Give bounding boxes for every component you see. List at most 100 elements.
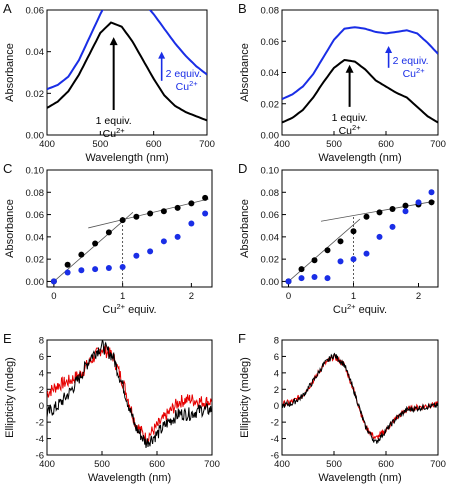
- y-tick-label: -4: [36, 434, 44, 445]
- up-arrow-head: [109, 37, 118, 46]
- axes-frame: [46, 169, 213, 288]
- annotation-1equiv-line1: 1 equiv.: [96, 115, 132, 127]
- y-tick-label: 2: [39, 385, 44, 396]
- panel-a: 400 500 600 700 0.00 0.02 0.04 0.06 Wavelength (…: [3, 1, 215, 164]
- y-tick-label: 0.10: [26, 166, 45, 177]
- y-tick-label: 0.06: [261, 210, 280, 221]
- data-point: [174, 233, 181, 240]
- y-tick-label: 8: [274, 336, 279, 347]
- data-point: [202, 194, 209, 201]
- data-point: [147, 248, 154, 255]
- y-axis-label: Absorbance: [4, 43, 16, 102]
- data-point: [119, 263, 126, 270]
- y-tick-label: 0.00: [261, 277, 280, 288]
- x-tick-label: 400: [274, 459, 290, 470]
- data-point: [133, 213, 140, 220]
- data-point: [285, 278, 292, 285]
- y-tick-label: 0.06: [26, 210, 45, 221]
- annotation-1equiv-line1: 1 equiv.: [332, 112, 368, 124]
- y-tick-label: 0.02: [261, 99, 280, 110]
- y-tick-label: 0.02: [261, 255, 280, 266]
- y-axis-label: Ellipticity (mdeg): [239, 357, 251, 438]
- y-tick-label: 6: [39, 352, 44, 363]
- x-tick-label: 600: [146, 139, 162, 150]
- y-axis-label: Absorbance: [239, 199, 251, 258]
- y-axis-label: Ellipticity (mdeg): [4, 357, 16, 438]
- series-line-2: [47, 21, 207, 122]
- axes-frame: [281, 169, 439, 288]
- panel-b: 400 500 600 700 0.00 0.02 0.04 0.06 0.08 Waveleng…: [238, 1, 446, 164]
- annotation-2equiv-line2: Cu2+: [403, 66, 426, 80]
- data-point: [50, 278, 57, 285]
- annotation-2equiv-line1: 2 equiv.: [166, 68, 202, 80]
- x-tick-label: 1: [120, 291, 125, 302]
- data-point: [324, 247, 331, 254]
- panel-f: 400 500 600 700 -6 -4 -2 0 2 4 6 8 Wavelength (nm) El…: [238, 331, 446, 484]
- axes-frame: [46, 339, 213, 456]
- data-point: [64, 261, 71, 268]
- series-line-1: [282, 353, 438, 440]
- axes-frame: [46, 9, 208, 136]
- x-tick-label: 500: [326, 139, 342, 150]
- data-point: [298, 275, 305, 282]
- data-point: [92, 240, 99, 247]
- annotation-1equiv-line2: Cu2+: [339, 123, 362, 137]
- x-tick-label: 0: [286, 291, 291, 302]
- data-point: [389, 206, 396, 212]
- data-point: [350, 256, 357, 263]
- y-tick-label: -4: [271, 434, 279, 445]
- y-tick-label: 0.04: [26, 232, 45, 243]
- series-line-1: [47, 10, 207, 91]
- data-point: [337, 258, 344, 265]
- data-point: [298, 266, 305, 273]
- data-point: [389, 223, 396, 230]
- data-point: [202, 210, 209, 217]
- x-tick-label: 600: [149, 459, 165, 470]
- annotation-2equiv-line2: Cu2+: [176, 79, 199, 93]
- data-point: [376, 209, 383, 216]
- x-tick-label: 700: [430, 459, 446, 470]
- x-tick-label: 500: [92, 139, 108, 150]
- data-point: [324, 275, 331, 282]
- series-line-2: [282, 352, 438, 444]
- data-point: [188, 220, 195, 227]
- up-arrow-head: [158, 51, 166, 59]
- y-tick-label: -6: [271, 451, 279, 462]
- x-axis-label: Cu2+ equiv.: [333, 302, 387, 316]
- data-point: [350, 228, 357, 235]
- x-tick-label: 700: [204, 459, 220, 470]
- y-tick-label: 0.04: [261, 232, 280, 243]
- data-point: [402, 208, 409, 215]
- data-point: [428, 199, 435, 206]
- data-point: [147, 210, 154, 217]
- data-point: [415, 199, 422, 206]
- panel-label: C: [3, 161, 12, 176]
- panel-label: D: [238, 161, 247, 176]
- plot-area: [47, 10, 207, 122]
- x-tick-label: 400: [274, 139, 290, 150]
- series-line-1: [282, 26, 438, 101]
- data-point: [105, 265, 112, 272]
- y-tick-label: -2: [271, 418, 279, 429]
- data-point: [363, 250, 370, 257]
- x-tick-label: 500: [326, 459, 342, 470]
- data-point: [428, 189, 435, 196]
- up-arrow-head: [385, 45, 393, 53]
- plot-area: [50, 194, 209, 287]
- x-tick-label: 400: [39, 139, 55, 150]
- data-point: [78, 267, 85, 274]
- y-tick-label: 0: [39, 401, 44, 412]
- x-axis-label: Wavelength (nm): [318, 152, 401, 164]
- y-tick-label: 0.00: [26, 131, 45, 142]
- x-tick-label: 0: [51, 291, 56, 302]
- x-tick-label: 600: [378, 139, 394, 150]
- x-tick-label: 700: [430, 139, 446, 150]
- x-tick-label: 600: [378, 459, 394, 470]
- data-point: [78, 251, 85, 258]
- data-point: [188, 200, 195, 207]
- y-tick-label: 0.04: [261, 68, 280, 79]
- annotation-2equiv-line1: 2 equiv.: [393, 55, 429, 67]
- x-axis-label: Wavelength (nm): [318, 472, 401, 484]
- y-tick-label: 0.02: [26, 89, 45, 100]
